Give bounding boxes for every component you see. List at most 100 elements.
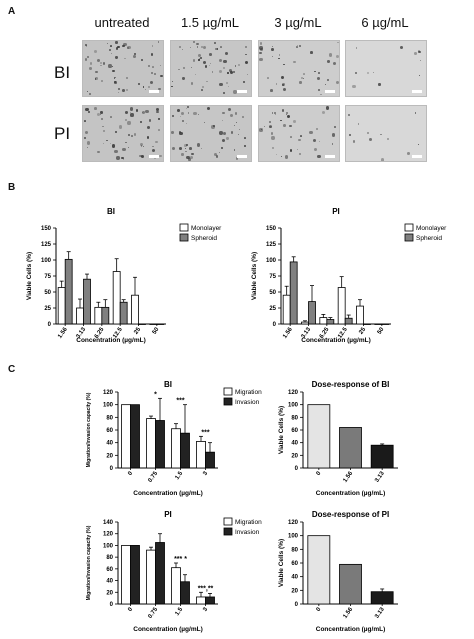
x-tick-label: 3.13 xyxy=(374,606,386,620)
bar-monolayer xyxy=(149,323,158,325)
chart-title: Dose-response of BI xyxy=(312,380,390,389)
y-tick-label: 80 xyxy=(106,415,113,421)
col-head-6: 6 µg/mL xyxy=(361,15,409,30)
scale-bar xyxy=(149,90,159,93)
bar-migration xyxy=(196,596,206,605)
legend-swatch xyxy=(223,517,233,526)
y-tick-label: 60 xyxy=(291,561,298,567)
bar-migration xyxy=(121,545,131,605)
x-axis-label: Concentration (µg/mL) xyxy=(133,490,202,497)
legend-label: Spheroid xyxy=(191,235,217,242)
y-tick-label: 60 xyxy=(291,428,298,434)
chart-title: PI xyxy=(164,510,172,519)
bar-monolayer xyxy=(301,321,309,325)
y-tick-label: 40 xyxy=(106,579,113,585)
significance-label: * xyxy=(154,391,157,398)
y-tick-label: 40 xyxy=(291,575,298,581)
y-tick-label: 120 xyxy=(103,390,114,396)
bar-monolayer xyxy=(131,294,139,325)
x-tick-label: 0 xyxy=(316,470,323,477)
micrograph-pi-2 xyxy=(258,105,340,162)
legend-swatch xyxy=(404,233,414,242)
scale-bar xyxy=(325,155,335,158)
bar-spheroid xyxy=(344,317,353,325)
bar-value xyxy=(307,404,331,469)
micrograph-bi-3 xyxy=(345,40,427,97)
chart-title: BI xyxy=(164,380,172,389)
y-tick-label: 50 xyxy=(44,290,51,296)
row-head-pi: PI xyxy=(54,124,71,143)
bar-migration xyxy=(196,441,206,469)
bar-monolayer xyxy=(112,271,121,325)
bar-invasion xyxy=(180,581,190,605)
panel-b-label: B xyxy=(8,182,16,193)
y-tick-label: 125 xyxy=(266,242,277,248)
bar-value xyxy=(307,535,331,605)
x-axis-label: Concentration (µg/mL) xyxy=(316,626,385,633)
legend-label: Monolayer xyxy=(191,225,222,232)
y-tick-label: 150 xyxy=(41,226,52,232)
legend-swatch xyxy=(179,223,189,232)
legend-label: Invasion xyxy=(235,399,260,406)
y-tick-label: 20 xyxy=(106,590,113,596)
micrograph-bi-1 xyxy=(170,40,252,97)
scale-bar xyxy=(237,155,247,158)
bar-migration xyxy=(146,418,156,469)
y-tick-label: 0 xyxy=(273,322,277,328)
chart-c-bi: BI 0 20 40 60 80 100 120 Migration/invasion capa… xyxy=(86,380,262,497)
y-tick-label: 60 xyxy=(106,567,113,573)
y-tick-label: 120 xyxy=(103,532,114,538)
y-tick-label: 125 xyxy=(41,242,52,248)
y-tick-label: 50 xyxy=(269,290,276,296)
scale-bar xyxy=(325,90,335,93)
bar-spheroid xyxy=(326,319,335,325)
y-tick-label: 75 xyxy=(44,274,51,280)
bar-spheroid xyxy=(363,323,371,325)
y-tick-label: 100 xyxy=(266,258,277,264)
x-tick-label: 1.56 xyxy=(282,326,294,340)
chart-b-bi: BI 0 25 50 75 100 125 150 Viable Cells (%) Concen… xyxy=(26,207,222,344)
y-tick-label: 0 xyxy=(295,602,299,608)
y-tick-label: 25 xyxy=(269,306,276,312)
x-tick-label: 50 xyxy=(152,326,161,335)
y-tick-label: 80 xyxy=(291,547,298,553)
y-tick-label: 75 xyxy=(269,274,276,280)
legend-label: Monolayer xyxy=(416,225,447,232)
y-tick-label: 20 xyxy=(291,588,298,594)
y-tick-label: 25 xyxy=(44,306,51,312)
y-tick-label: 20 xyxy=(291,453,298,459)
significance-label: ***,** xyxy=(198,585,214,592)
bar-value xyxy=(370,444,394,469)
x-tick-label: 1.56 xyxy=(343,470,355,484)
x-tick-label: 25 xyxy=(358,326,367,335)
chart-b-pi: PI 0 25 50 75 100 125 150 Viable Cells (%) Concen… xyxy=(251,207,447,344)
bar-spheroid xyxy=(119,301,128,325)
chart-title: Dose-response of PI xyxy=(312,510,389,519)
bar-monolayer xyxy=(282,294,291,325)
legend-swatch xyxy=(223,397,233,406)
legend-swatch xyxy=(223,527,233,536)
scale-bar xyxy=(237,90,247,93)
y-tick-label: 140 xyxy=(103,520,114,526)
micrograph-pi-0 xyxy=(82,105,164,162)
micrograph-pi-3 xyxy=(345,105,427,162)
legend-swatch xyxy=(404,223,414,232)
x-tick-label: 0 xyxy=(316,606,323,613)
bar-monolayer xyxy=(57,287,66,325)
col-head-untreated: untreated xyxy=(94,15,150,30)
x-tick-label: 3.13 xyxy=(76,326,88,340)
bar-spheroid xyxy=(83,278,91,325)
bar-invasion xyxy=(130,404,140,469)
y-tick-label: 60 xyxy=(106,428,113,434)
bar-value xyxy=(370,591,394,605)
y-axis-label: Viable Cells (%) xyxy=(251,252,258,300)
y-tick-label: 100 xyxy=(41,258,52,264)
x-axis-label: Concentration (µg/mL) xyxy=(316,490,385,497)
legend-swatch xyxy=(223,387,233,396)
y-tick-label: 100 xyxy=(288,403,299,409)
y-tick-label: 120 xyxy=(288,520,299,526)
chart-c-pi-dose: Dose-response of PI 0 20 40 60 80 100 120 Viable… xyxy=(278,510,398,633)
y-tick-label: 0 xyxy=(48,322,52,328)
y-axis-label: Migration/invasion capacity (%) xyxy=(86,392,92,467)
bar-migration xyxy=(171,428,181,469)
